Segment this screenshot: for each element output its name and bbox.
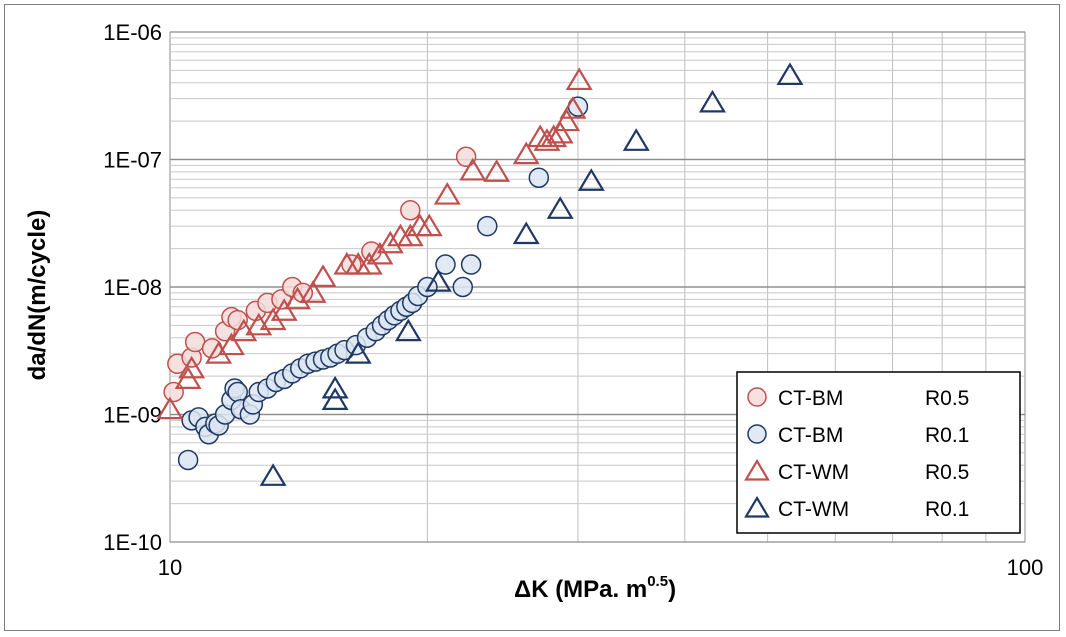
y-tick-label: 1E-09 xyxy=(103,403,162,428)
data-point-ct-wm-r0-1 xyxy=(577,168,605,191)
legend-label: CT-WM xyxy=(778,498,849,521)
data-point-ct-bm-r0-1 xyxy=(435,254,456,275)
data-point-ct-wm-r0-5 xyxy=(512,141,540,165)
data-point-ct-bm-r0-5 xyxy=(184,331,206,353)
data-point-ct-wm-r0-1 xyxy=(321,387,349,410)
data-point-ct-bm-r0-1 xyxy=(460,254,482,275)
data-point-ct-wm-r0-5 xyxy=(376,230,404,254)
data-point-ct-wm-r0-5 xyxy=(309,264,337,287)
legend-marker-ct-bm-r0-5 xyxy=(747,387,767,407)
data-point-ct-wm-r0-5 xyxy=(565,67,593,91)
data-point-ct-wm-r0-5 xyxy=(366,241,394,265)
data-point-ct-wm-r0-5 xyxy=(415,213,443,237)
y-tick-label: 1E-06 xyxy=(103,20,162,45)
data-point-ct-wm-r0-5 xyxy=(546,120,574,144)
legend-r-label: R0.1 xyxy=(925,424,969,447)
data-point-ct-wm-r0-5 xyxy=(217,332,245,356)
data-point-ct-wm-r0-5 xyxy=(540,124,568,148)
legend-r-label: R0.5 xyxy=(925,461,969,484)
chart-frame: 1E-10 1E-09 1E-08 1E-07 1E-06 10 100 ΔK (MPa.… xyxy=(4,4,1060,631)
data-point-ct-wm-r0-5 xyxy=(459,157,487,181)
data-point-ct-wm-r0-5 xyxy=(205,341,233,364)
data-point-ct-wm-r0-1 xyxy=(776,62,804,86)
data-point-ct-wm-r0-1 xyxy=(546,196,574,219)
data-point-ct-wm-r0-5 xyxy=(270,298,298,321)
data-point-ct-bm-r0-1 xyxy=(477,215,498,237)
data-points xyxy=(156,62,804,486)
data-point-ct-wm-r0-1 xyxy=(344,341,372,364)
legend-label: CT-WM xyxy=(778,461,849,484)
x-tick-label: 100 xyxy=(1007,555,1044,580)
data-point-ct-bm-r0-1 xyxy=(177,449,199,471)
legend-marker-ct-wm-r0-1 xyxy=(744,495,770,518)
data-point-ct-wm-r0-5 xyxy=(526,124,554,148)
legend-label: CT-BM xyxy=(778,424,843,447)
legend-marker-ct-wm-r0-5 xyxy=(744,458,770,481)
data-point-ct-bm-r0-1 xyxy=(452,276,474,298)
y-axis-title: da/dN(m/cycle) xyxy=(24,210,51,381)
y-tick-label: 1E-08 xyxy=(103,275,162,300)
data-point-ct-wm-r0-1 xyxy=(394,318,422,342)
x-axis-title: ΔK (MPa. m0.5) xyxy=(514,573,676,603)
data-point-ct-wm-r0-1 xyxy=(698,89,726,113)
x-tick-label: 10 xyxy=(158,555,182,580)
legend-r-label: R0.5 xyxy=(925,387,969,410)
data-point-ct-wm-r0-5 xyxy=(559,96,587,119)
legend: CT-BM R0.5 CT-BM R0.1 CT-WM R0.5 CT-WM R0.1 xyxy=(736,371,1021,534)
y-tick-label: 1E-10 xyxy=(103,530,162,555)
data-point-ct-bm-r0-5 xyxy=(163,381,184,403)
legend-marker-ct-bm-r0-1 xyxy=(747,424,767,444)
data-point-ct-wm-r0-5 xyxy=(299,280,327,303)
data-point-ct-bm-r0-5 xyxy=(455,146,477,168)
y-tick-label: 1E-07 xyxy=(103,148,162,173)
y-tick-labels: 1E-10 1E-09 1E-08 1E-07 1E-06 xyxy=(103,20,162,555)
data-point-ct-wm-r0-1 xyxy=(259,463,287,486)
data-point-ct-wm-r0-1 xyxy=(512,221,540,245)
x-tick-labels: 10 100 xyxy=(158,555,1044,580)
data-point-ct-bm-r0-5 xyxy=(400,199,421,221)
legend-label: CT-BM xyxy=(778,387,843,410)
data-point-ct-wm-r0-1 xyxy=(321,375,349,399)
data-point-ct-wm-r0-5 xyxy=(483,159,511,182)
data-point-ct-bm-r0-1 xyxy=(528,167,550,188)
data-point-ct-wm-r0-5 xyxy=(553,108,581,132)
data-point-ct-wm-r0-5 xyxy=(533,128,561,151)
data-point-ct-wm-r0-5 xyxy=(178,355,206,379)
fatigue-crack-growth-chart: 1E-10 1E-09 1E-08 1E-07 1E-06 10 100 ΔK (MPa.… xyxy=(24,20,1044,603)
data-point-ct-wm-r0-5 xyxy=(433,182,461,205)
data-point-ct-wm-r0-5 xyxy=(156,396,184,420)
legend-box xyxy=(736,371,1021,534)
legend-r-label: R0.1 xyxy=(925,498,969,521)
data-point-ct-wm-r0-1 xyxy=(622,128,650,151)
data-point-ct-wm-r0-1 xyxy=(424,269,452,292)
